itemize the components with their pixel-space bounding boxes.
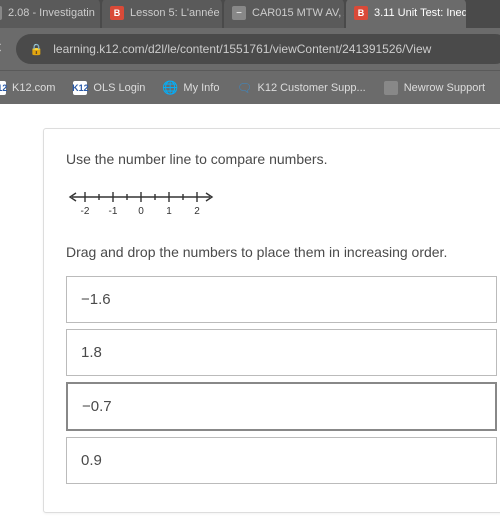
tab-label: CAR015 MTW AV, Art	[252, 7, 344, 19]
address-bar[interactable]: 🔒 learning.k12.com/d2l/le/content/155176…	[16, 34, 500, 64]
bookmark-label: Newrow Support	[404, 82, 485, 94]
answer-value: 1.8	[81, 344, 102, 361]
bookmark-label: K12 Customer Supp...	[257, 82, 365, 94]
page-content: Use the number line to compare numbers.	[0, 104, 500, 524]
browser-tab[interactable]: − 2.08 - Investigatin ×	[0, 0, 100, 28]
svg-text:2: 2	[194, 206, 200, 217]
k12-icon: K12	[73, 81, 87, 95]
tab-strip: − 2.08 - Investigatin × B Lesson 5: L'an…	[0, 0, 500, 28]
answer-value: 0.9	[81, 452, 102, 469]
bookmark-ols[interactable]: K12 OLS Login	[73, 81, 145, 95]
browser-tab[interactable]: B Lesson 5: L'année - W ×	[102, 0, 222, 28]
answer-value: −1.6	[81, 291, 111, 308]
tab-label: 3.11 Unit Test: Inequali	[374, 7, 466, 19]
answer-slot[interactable]: −1.6	[66, 276, 497, 323]
reload-icon[interactable]: C	[0, 40, 2, 58]
answer-value: −0.7	[82, 398, 112, 415]
favicon-icon: −	[0, 6, 2, 20]
bookmark-k12[interactable]: K12 K12.com	[0, 81, 55, 95]
bookmark-label: K12.com	[12, 82, 55, 94]
address-bar-row: C 🔒 learning.k12.com/d2l/le/content/1551…	[0, 28, 500, 70]
answer-slot-selected[interactable]: −0.7	[66, 382, 497, 431]
page-left-border: Use the number line to compare numbers.	[0, 104, 500, 524]
browser-tab-active[interactable]: B 3.11 Unit Test: Inequali	[346, 0, 466, 28]
bookmark-newrow[interactable]: Newrow Support	[384, 81, 485, 95]
bookmark-label: My Info	[183, 82, 219, 94]
question-card: Use the number line to compare numbers.	[43, 128, 500, 513]
number-line: -2 -1 0 1 2	[66, 185, 497, 224]
svg-text:1: 1	[166, 206, 172, 217]
chat-icon: 🗨	[237, 81, 251, 95]
url-text: learning.k12.com/d2l/le/content/1551761/…	[53, 42, 431, 56]
bookmark-myinfo[interactable]: 🌐 My Info	[163, 81, 219, 95]
instruction-text-2: Drag and drop the numbers to place them …	[66, 244, 497, 260]
bookmark-bar: K12 K12.com K12 OLS Login 🌐 My Info 🗨 K1…	[0, 70, 500, 104]
svg-text:0: 0	[138, 206, 144, 217]
answer-slot[interactable]: 1.8	[66, 329, 497, 376]
k12-icon: K12	[0, 81, 6, 95]
favicon-icon: −	[232, 6, 246, 20]
svg-text:-1: -1	[109, 206, 118, 217]
browser-tab[interactable]: − CAR015 MTW AV, Art ×	[224, 0, 344, 28]
svg-text:-2: -2	[81, 206, 90, 217]
tab-label: 2.08 - Investigatin	[8, 7, 95, 19]
answer-slot[interactable]: 0.9	[66, 437, 497, 484]
instruction-text: Use the number line to compare numbers.	[66, 151, 497, 167]
globe-icon: 🌐	[163, 81, 177, 95]
tab-label: Lesson 5: L'année - W	[130, 7, 222, 19]
favicon-icon: B	[110, 6, 124, 20]
square-icon	[384, 81, 398, 95]
lock-icon: 🔒	[30, 43, 44, 56]
bookmark-label: OLS Login	[93, 82, 145, 94]
bookmark-support[interactable]: 🗨 K12 Customer Supp...	[237, 81, 365, 95]
favicon-icon: B	[354, 6, 368, 20]
